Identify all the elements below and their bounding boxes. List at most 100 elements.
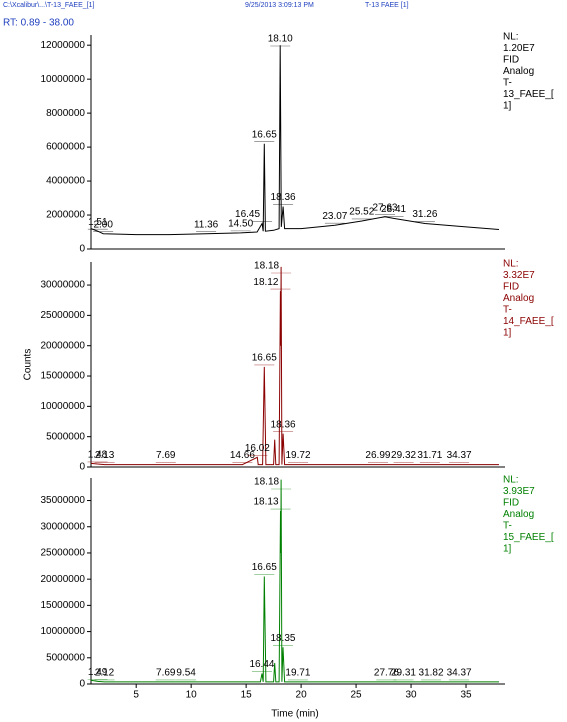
x-tick-label: 30 <box>405 690 417 701</box>
peak-label: 16.44 <box>249 659 274 670</box>
trace-info: 3.93E7 <box>503 486 535 497</box>
y-tick-label: 20000000 <box>41 574 86 585</box>
trace <box>90 479 499 683</box>
trace-info: 1.20E7 <box>503 43 535 54</box>
peak-label: 29.31 <box>391 668 416 679</box>
trace-info: FID <box>503 55 519 66</box>
trace-info: NL: <box>503 259 519 270</box>
peak-label: 23.07 <box>322 211 347 222</box>
peak-label: 7.69 <box>156 450 176 461</box>
peak-label: 31.82 <box>419 668 444 679</box>
peak-label: 14.66 <box>230 450 255 461</box>
peak-label: 7.69 <box>156 668 176 679</box>
trace-info: 1] <box>503 328 512 339</box>
trace <box>90 266 499 466</box>
peak-label: 18.18 <box>254 261 279 272</box>
peak-label: 34.37 <box>447 450 472 461</box>
peak-label: 18.36 <box>271 419 296 430</box>
y-tick-label: 4000000 <box>46 176 85 187</box>
y-tick-label: 15000000 <box>41 600 86 611</box>
x-tick-label: 35 <box>460 690 472 701</box>
trace-info: 3.32E7 <box>503 270 535 281</box>
trace-info: NL: <box>503 475 519 486</box>
peak-label: 16.65 <box>252 353 277 364</box>
trace-info: NL: <box>503 32 519 43</box>
y-tick-label: 35000000 <box>41 495 86 506</box>
trace-info: T- <box>503 78 512 89</box>
trace-info: FID <box>503 498 519 509</box>
peak-label: 27.63 <box>372 202 397 213</box>
trace-info: 15_FAEE_[ <box>503 532 554 543</box>
y-tick-label: 30000000 <box>41 280 86 291</box>
file-path: C:\Xcalibur\...\T-13_FAEE_[1] <box>3 2 94 9</box>
y-tick-label: 25000000 <box>41 548 86 559</box>
trace-info: 1] <box>503 544 512 555</box>
peak-label: 11.36 <box>194 219 219 230</box>
x-tick-label: 20 <box>296 690 308 701</box>
peak-label: 18.10 <box>268 34 293 45</box>
peak-label: 14.50 <box>228 219 253 230</box>
y-tick-label: 2000000 <box>46 210 85 221</box>
peak-label: 18.35 <box>270 633 295 644</box>
peak-label: 31.26 <box>412 209 437 220</box>
x-tick-label: 5 <box>133 690 139 701</box>
rt-range: RT: 0.89 - 38.00 <box>3 18 74 29</box>
y-tick-label: 0 <box>79 244 85 255</box>
trace-info: T- <box>503 305 512 316</box>
y-tick-label: 10000000 <box>41 626 86 637</box>
trace-info: T- <box>503 521 512 532</box>
y-tick-label: 15000000 <box>41 371 86 382</box>
peak-label: 18.36 <box>271 192 296 203</box>
peak-label: 1.51 <box>88 217 108 228</box>
y-tick-label: 5000000 <box>46 431 85 442</box>
y-tick-label: 20000000 <box>41 340 86 351</box>
y-tick-label: 0 <box>79 679 85 690</box>
peak-label: 18.13 <box>254 497 279 508</box>
x-tick-label: 10 <box>186 690 198 701</box>
peak-label: 18.12 <box>253 277 278 288</box>
peak-label: 31.71 <box>417 450 442 461</box>
y-tick-label: 6000000 <box>46 142 85 153</box>
trace-info: FID <box>503 282 519 293</box>
peak-label: 9.54 <box>176 668 196 679</box>
peak-label: 28.41 <box>381 204 406 215</box>
trace-info: 13_FAEE_[ <box>503 89 554 100</box>
peak-label: 16.65 <box>252 129 277 140</box>
peak-label: 16.02 <box>245 443 270 454</box>
peak-label: 2.00 <box>93 219 113 230</box>
y-tick-label: 25000000 <box>41 310 86 321</box>
trace-info: Analog <box>503 66 534 77</box>
date: 9/25/2013 3:09:13 PM <box>245 2 314 9</box>
sample: T-13 FAEE [1] <box>365 2 409 9</box>
peak-label: 27.76 <box>374 668 399 679</box>
trace-info: Analog <box>503 293 534 304</box>
peak-label: 1.48 <box>88 450 108 461</box>
y-tick-label: 5000000 <box>46 652 85 663</box>
y-axis-label: Counts <box>23 349 34 381</box>
peak-label: 18.18 <box>254 477 279 488</box>
peak-label: 16.65 <box>252 562 277 573</box>
trace-info: Analog <box>503 509 534 520</box>
peak-label: 19.72 <box>286 450 311 461</box>
peak-label: 2.12 <box>95 668 115 679</box>
y-tick-label: 0 <box>79 462 85 473</box>
y-tick-label: 10000000 <box>41 401 86 412</box>
peak-label: 26.99 <box>365 450 390 461</box>
x-axis-label: Time (min) <box>271 709 318 720</box>
y-tick-label: 30000000 <box>41 521 86 532</box>
y-tick-label: 12000000 <box>41 40 86 51</box>
peak-label: 2.13 <box>95 450 115 461</box>
peak-label: 16.45 <box>235 209 260 220</box>
y-tick-label: 10000000 <box>41 74 86 85</box>
y-tick-label: 8000000 <box>46 108 85 119</box>
peak-label: 19.71 <box>285 668 310 679</box>
peak-label: 1.49 <box>88 667 108 678</box>
trace-info: 14_FAEE_[ <box>503 316 554 327</box>
peak-label: 34.37 <box>447 668 472 679</box>
x-tick-label: 25 <box>351 690 363 701</box>
trace <box>90 45 500 236</box>
peak-label: 29.32 <box>391 450 416 461</box>
